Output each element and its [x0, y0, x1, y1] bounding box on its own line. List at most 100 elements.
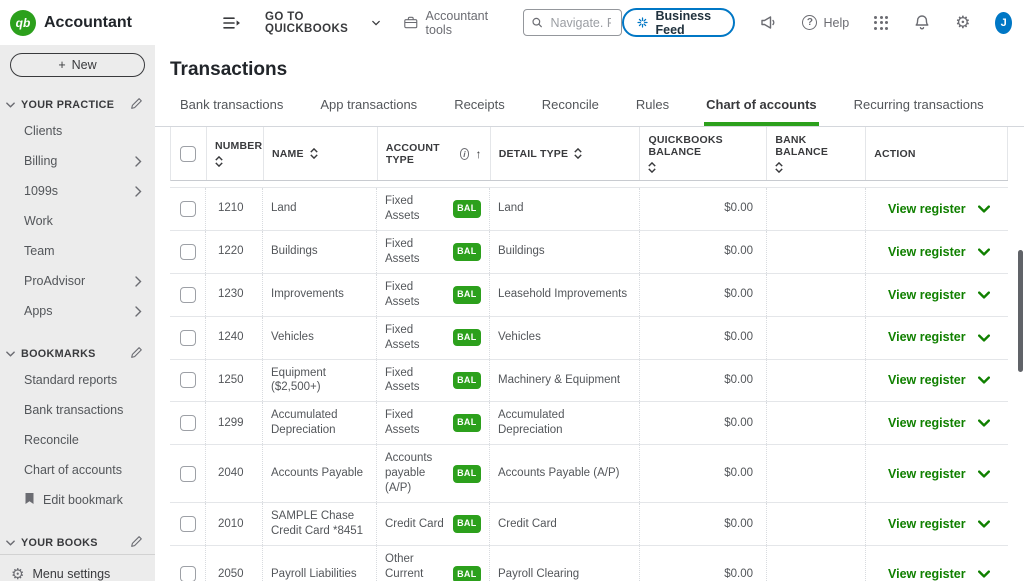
- help-button[interactable]: ? Help: [802, 15, 849, 30]
- tab-recurring-transactions[interactable]: Recurring transactions: [853, 97, 984, 112]
- view-register-link[interactable]: View register: [888, 516, 966, 531]
- view-register-link[interactable]: View register: [888, 373, 966, 388]
- go-to-quickbooks-dropdown[interactable]: GO TO QUICKBOOKS: [265, 11, 380, 35]
- apps-grid-icon[interactable]: [874, 15, 889, 30]
- sidebar-item-reconcile[interactable]: Reconcile: [0, 425, 155, 455]
- partially-scrolled-row: [170, 181, 1008, 188]
- action-cell: View register: [866, 546, 1008, 581]
- sidebar-item-work[interactable]: Work: [0, 206, 155, 236]
- sidebar-item-1099s[interactable]: 1099s: [0, 176, 155, 206]
- sidebar-item-chart-of-accounts[interactable]: Chart of accounts: [0, 455, 155, 485]
- pencil-icon[interactable]: [130, 535, 143, 551]
- column-header-number[interactable]: NUMBER: [207, 127, 264, 180]
- view-register-link[interactable]: View register: [888, 416, 966, 431]
- chevron-right-icon: [135, 305, 142, 317]
- vertical-scrollbar-thumb[interactable]: [1018, 250, 1023, 372]
- column-header-action[interactable]: ACTION: [866, 127, 1008, 180]
- sidebar-section-header-bookmarks[interactable]: BOOKMARKS: [0, 343, 155, 365]
- question-circle-icon: ?: [802, 15, 818, 30]
- column-header-bank-balance[interactable]: BANK BALANCE: [767, 127, 867, 180]
- quickbooks-balance-cell: $0.00: [640, 545, 767, 581]
- business-feed-button[interactable]: Business Feed: [622, 8, 736, 37]
- action-menu-chevron-icon[interactable]: [978, 470, 1000, 478]
- sidebar-item-edit-bookmark[interactable]: Edit bookmark: [0, 485, 155, 515]
- account-type-cell: Accounts payable (A/P) BAL: [377, 445, 490, 503]
- menu-settings-button[interactable]: ⚙ Menu settings: [0, 555, 155, 581]
- view-register-link[interactable]: View register: [888, 466, 966, 481]
- row-checkbox[interactable]: [179, 286, 196, 303]
- settings-gear-icon[interactable]: ⚙: [955, 13, 971, 32]
- column-header-account-type[interactable]: ACCOUNT TYPE i ↑: [378, 127, 491, 180]
- column-header-name[interactable]: NAME: [264, 127, 378, 180]
- collapse-menu-icon[interactable]: [223, 16, 241, 30]
- sidebar-item-label: Reconcile: [24, 433, 79, 447]
- tab-rules[interactable]: Rules: [635, 97, 670, 112]
- tab-app-transactions[interactable]: App transactions: [320, 97, 418, 112]
- sidebar-item-team[interactable]: Team: [0, 236, 155, 266]
- sidebar-item-proadvisor[interactable]: ProAdvisor: [0, 266, 155, 296]
- detail-type-cell: Machinery & Equipment: [490, 359, 640, 402]
- announcements-icon[interactable]: [760, 15, 777, 30]
- action-menu-chevron-icon[interactable]: [978, 291, 1000, 299]
- search-input[interactable]: [548, 14, 614, 31]
- action-menu-chevron-icon[interactable]: [978, 520, 1000, 528]
- row-checkbox[interactable]: [179, 200, 196, 217]
- accountant-tools-button[interactable]: Accountant tools: [404, 9, 499, 37]
- row-checkbox[interactable]: [179, 465, 196, 482]
- row-checkbox[interactable]: [179, 415, 196, 432]
- row-checkbox[interactable]: [179, 516, 196, 532]
- view-register-link[interactable]: View register: [888, 244, 966, 259]
- name-cell: Accounts Payable: [263, 445, 377, 503]
- action-menu-chevron-icon[interactable]: [978, 205, 1000, 213]
- select-all-checkbox-cell[interactable]: [171, 127, 207, 180]
- action-menu-chevron-icon[interactable]: [978, 570, 1000, 578]
- view-register-link[interactable]: View register: [888, 287, 966, 302]
- view-register-link[interactable]: View register: [888, 567, 966, 581]
- sidebar-section-header-your-books[interactable]: YOUR BOOKS: [0, 532, 155, 554]
- bank-balance-cell: [767, 503, 866, 545]
- sidebar-section-header-your-practice[interactable]: YOUR PRACTICE: [0, 94, 155, 116]
- view-register-link[interactable]: View register: [888, 201, 966, 216]
- app-logo[interactable]: qb Accountant: [0, 0, 155, 45]
- pencil-icon[interactable]: [130, 97, 143, 113]
- sparkle-icon: [637, 17, 649, 28]
- row-checkbox[interactable]: [179, 372, 196, 389]
- sidebar-item-bank-transactions[interactable]: Bank transactions: [0, 395, 155, 425]
- action-menu-chevron-icon[interactable]: [978, 333, 1000, 342]
- bank-balance-cell: [767, 316, 866, 359]
- column-header-detail-type[interactable]: DETAIL TYPE: [491, 127, 641, 180]
- tab-reconcile[interactable]: Reconcile: [541, 97, 599, 112]
- select-all-checkbox[interactable]: [180, 145, 197, 162]
- global-search[interactable]: [523, 9, 623, 36]
- info-icon[interactable]: i: [459, 147, 470, 160]
- user-avatar[interactable]: J: [995, 11, 1012, 34]
- sidebar-item-clients[interactable]: Clients: [0, 116, 155, 146]
- checkbox-cell: [170, 316, 206, 359]
- accountant-tools-label: Accountant tools: [425, 8, 489, 37]
- bal-badge: BAL: [452, 515, 481, 533]
- row-checkbox[interactable]: [179, 243, 196, 260]
- tab-chart-of-accounts[interactable]: Chart of accounts: [704, 97, 819, 126]
- new-button[interactable]: + New: [10, 53, 145, 77]
- notifications-bell-icon[interactable]: [914, 14, 930, 31]
- action-menu-chevron-icon[interactable]: [978, 419, 1000, 427]
- tab-receipts[interactable]: Receipts: [454, 97, 505, 112]
- sidebar-item-standard-reports[interactable]: Standard reports: [0, 365, 155, 395]
- row-checkbox[interactable]: [179, 566, 196, 581]
- action-menu-chevron-icon[interactable]: [978, 376, 1000, 385]
- pencil-icon[interactable]: [130, 346, 143, 362]
- column-header-qb-balance[interactable]: QUICKBOOKS BALANCE: [640, 127, 768, 180]
- sidebar-item-apps[interactable]: Apps: [0, 296, 155, 326]
- sidebar-bottom: ⚙ Menu settings: [0, 554, 155, 581]
- account-type-cell: Fixed Assets BAL: [377, 188, 490, 230]
- bank-balance-cell: [767, 402, 866, 445]
- chevron-right-icon: [135, 155, 142, 167]
- tab-bank-transactions[interactable]: Bank transactions: [180, 97, 284, 112]
- view-register-link[interactable]: View register: [888, 330, 966, 345]
- sidebar-item-billing[interactable]: Billing: [0, 146, 155, 176]
- sidebar-sections: YOUR PRACTICE Clients Billing 1099s Work…: [0, 77, 155, 554]
- bank-balance-cell: [767, 273, 866, 316]
- account-type-cell: Fixed Assets BAL: [377, 273, 490, 316]
- action-menu-chevron-icon[interactable]: [978, 248, 1000, 256]
- row-checkbox[interactable]: [179, 329, 196, 346]
